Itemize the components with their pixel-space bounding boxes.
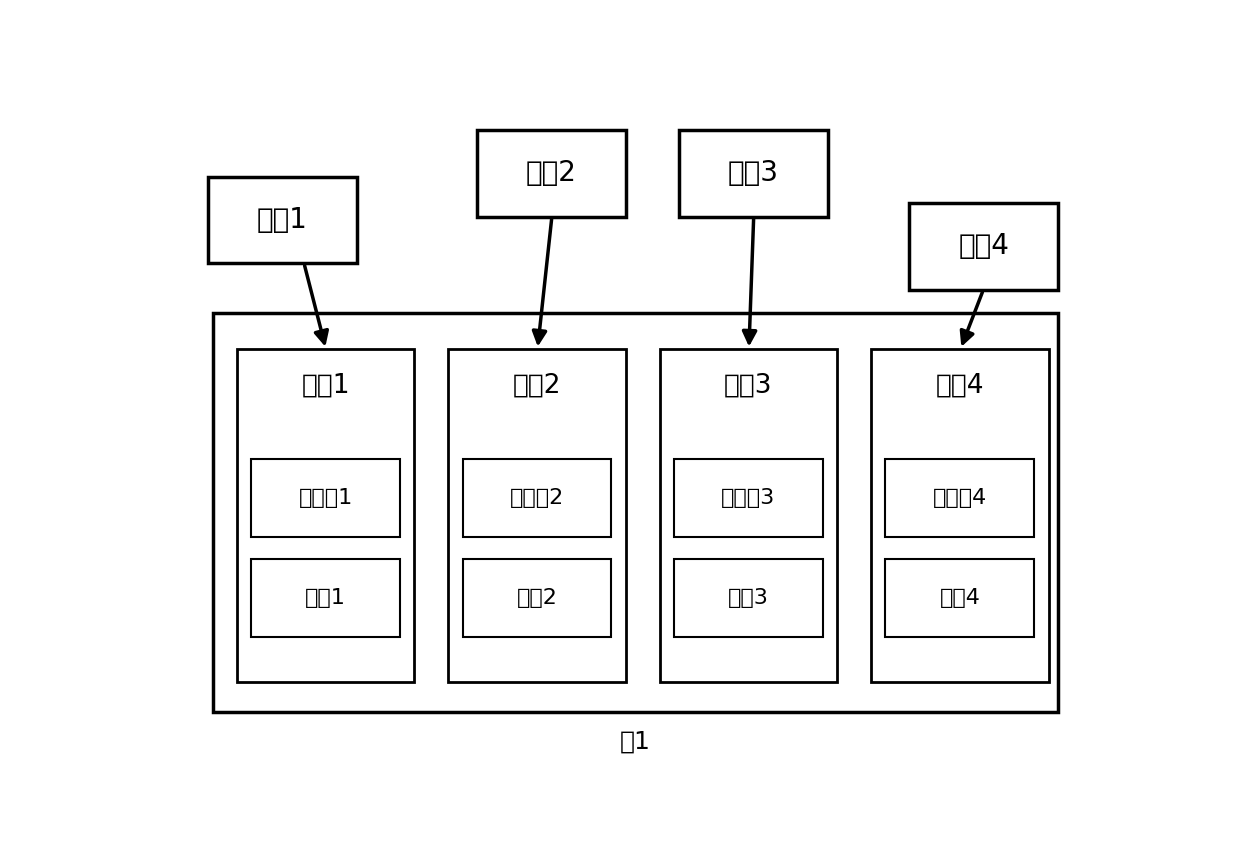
Text: 节点1: 节点1: [257, 206, 308, 234]
Text: 元数据3: 元数据3: [722, 488, 775, 508]
Bar: [463, 558, 611, 637]
Bar: [213, 313, 1058, 712]
Text: 数据4: 数据4: [940, 588, 981, 608]
Bar: [463, 459, 611, 537]
Bar: [885, 459, 1034, 537]
Text: 元数据2: 元数据2: [510, 488, 564, 508]
Text: 子表1: 子表1: [301, 373, 350, 399]
Bar: [909, 204, 1058, 290]
Bar: [885, 558, 1034, 637]
Text: 子表2: 子表2: [513, 373, 562, 399]
Bar: [250, 459, 401, 537]
Text: 节点2: 节点2: [526, 160, 577, 187]
Bar: [208, 177, 357, 263]
Text: 数据1: 数据1: [305, 588, 346, 608]
Bar: [477, 130, 626, 217]
Text: 节点4: 节点4: [959, 232, 1009, 261]
Bar: [448, 350, 626, 682]
Bar: [250, 558, 401, 637]
Text: 表1: 表1: [620, 729, 651, 753]
Text: 数据2: 数据2: [517, 588, 558, 608]
Bar: [678, 130, 828, 217]
Bar: [675, 459, 823, 537]
Text: 子表4: 子表4: [936, 373, 985, 399]
Bar: [660, 350, 837, 682]
Bar: [675, 558, 823, 637]
Bar: [237, 350, 414, 682]
Text: 子表3: 子表3: [724, 373, 773, 399]
Text: 节点3: 节点3: [728, 160, 779, 187]
Text: 数据3: 数据3: [728, 588, 769, 608]
Text: 元数据1: 元数据1: [299, 488, 352, 508]
Text: 元数据4: 元数据4: [932, 488, 987, 508]
Bar: [870, 350, 1049, 682]
